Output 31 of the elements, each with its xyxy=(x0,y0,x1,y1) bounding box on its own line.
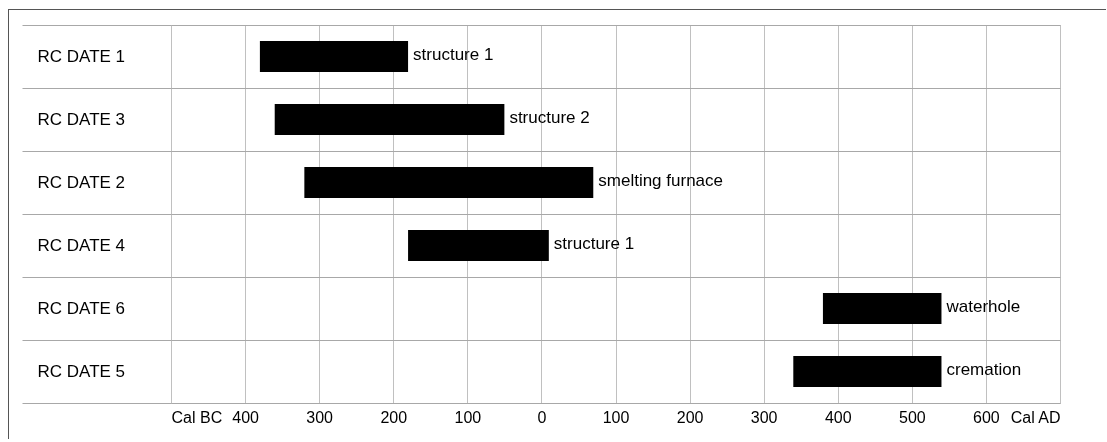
bar xyxy=(408,230,549,261)
x-tick-label: 300 xyxy=(750,408,778,426)
annotation: smelting furnace xyxy=(598,170,724,190)
y-tick-label: RC DATE 3 xyxy=(37,110,126,129)
bar xyxy=(259,41,409,72)
x-tick-label: 0 xyxy=(537,408,547,426)
annotation: structure 1 xyxy=(553,233,635,253)
x-tick-label: 100 xyxy=(454,408,482,426)
bar xyxy=(822,293,942,324)
x-tick-label: 400 xyxy=(824,408,852,426)
y-tick-label: RC DATE 1 xyxy=(37,47,126,66)
bar xyxy=(793,356,942,387)
y-tick-label: RC DATE 2 xyxy=(37,173,126,192)
y-tick-label: RC DATE 4 xyxy=(37,236,126,255)
annotation: structure 1 xyxy=(413,44,494,64)
x-tick-label: 100 xyxy=(602,408,630,426)
bar xyxy=(304,167,594,198)
y-tick-label: RC DATE 6 xyxy=(37,299,126,318)
x-tick-label: 300 xyxy=(306,408,334,426)
x-tick-label: 400 xyxy=(232,408,260,426)
annotation: waterhole xyxy=(945,296,1021,316)
x-tick-label: Cal BC xyxy=(171,408,223,426)
annotation: cremation xyxy=(946,359,1022,379)
bar xyxy=(274,104,505,135)
x-tick-label: 200 xyxy=(676,408,704,426)
annotation: structure 2 xyxy=(509,107,590,127)
y-tick-label: RC DATE 5 xyxy=(37,362,126,381)
x-tick-label: 200 xyxy=(380,408,408,426)
x-tick-label: 600 xyxy=(973,408,1000,426)
x-tick-label: 500 xyxy=(898,408,926,426)
x-tick-label: Cal AD xyxy=(1010,408,1061,426)
